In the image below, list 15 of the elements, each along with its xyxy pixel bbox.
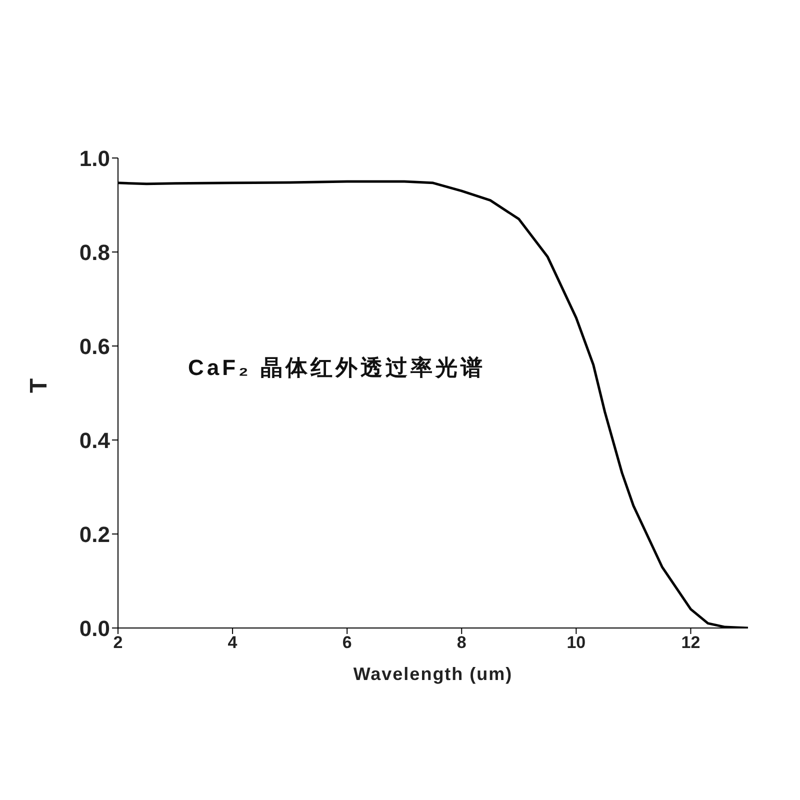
annotation: CaF₂ 晶体红外透过率光谱	[188, 354, 486, 382]
y-tick-label: 0.8	[79, 240, 110, 265]
x-tick-label: 6	[342, 633, 352, 652]
x-tick-label: 8	[456, 633, 466, 652]
x-tick-label: 2	[113, 633, 123, 652]
x-axis-title: Wavelength (um)	[353, 664, 513, 684]
y-tick-label: 0.6	[79, 334, 110, 359]
y-tick-label: 0.0	[79, 616, 110, 641]
x-tick-label: 4	[228, 633, 238, 652]
y-tick-label: 1.0	[79, 146, 110, 171]
y-tick-label: 0.4	[79, 428, 111, 453]
x-tick-label: 10	[566, 633, 586, 652]
y-tick-label: 0.2	[79, 522, 110, 547]
y-axis-title: T	[26, 378, 53, 393]
x-tick-label: 12	[681, 633, 700, 652]
